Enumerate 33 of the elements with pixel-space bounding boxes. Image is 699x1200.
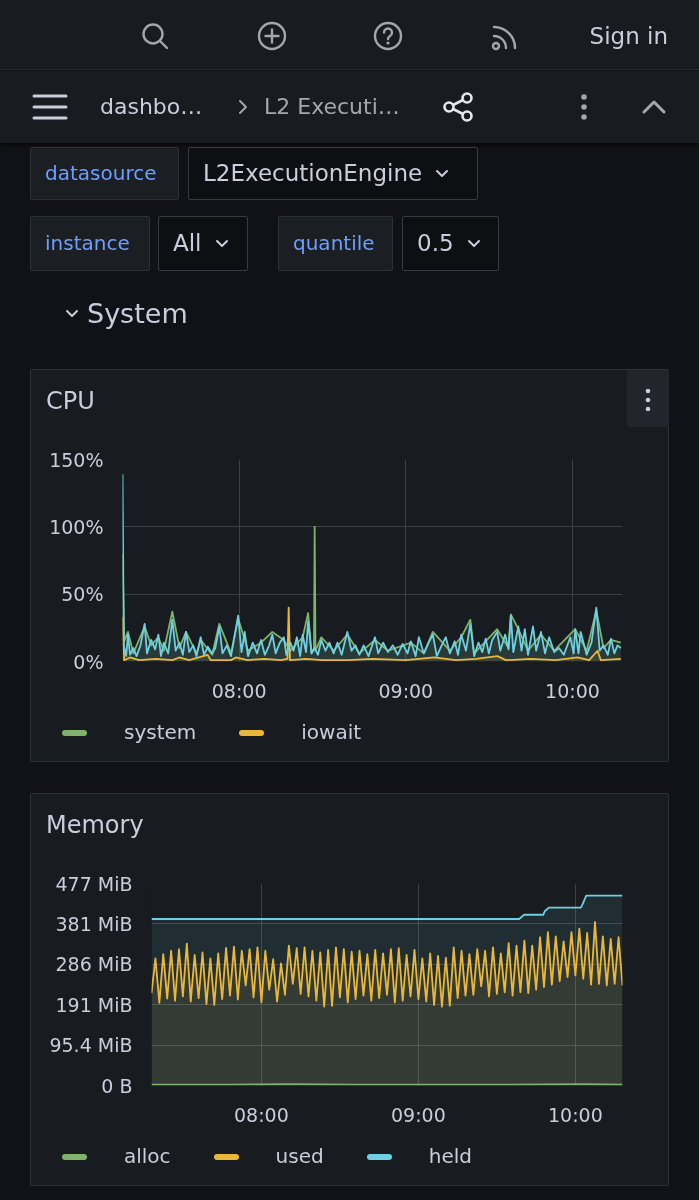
chart-title: Memory <box>46 810 144 841</box>
x-tick-label: 08:00 <box>211 679 267 702</box>
y-tick-label: 381 MiB <box>55 912 133 935</box>
y-tick-label: 477 MiB <box>55 872 133 895</box>
text: L2ExecutionEngine <box>203 159 423 189</box>
text: All <box>173 229 202 259</box>
legend-label: used <box>275 1143 324 1171</box>
y-tick-label: 0 B <box>101 1074 133 1097</box>
y-tick-label: 150% <box>49 448 104 471</box>
y-tick-label: 191 MiB <box>55 993 133 1016</box>
text: instance <box>45 230 130 258</box>
text: datasource <box>45 160 157 188</box>
x-tick-label: 09:00 <box>391 1103 446 1126</box>
text: Sign in <box>589 22 668 51</box>
chart-title: CPU <box>46 386 95 417</box>
text: L2 Executi… <box>264 93 400 121</box>
legend-label: iowait <box>301 719 362 747</box>
x-tick-label: 09:00 <box>378 679 434 702</box>
y-tick-label: 0% <box>73 650 104 673</box>
x-tick-label: 10:00 <box>545 679 600 702</box>
text: quantile <box>293 230 375 258</box>
legend-label: system <box>124 719 197 747</box>
y-tick-label: 50% <box>61 583 104 606</box>
x-tick-label: 10:00 <box>548 1103 603 1126</box>
legend-label: alloc <box>124 1143 171 1171</box>
text: 0.5 <box>417 229 454 259</box>
y-tick-label: 95.4 MiB <box>49 1034 133 1057</box>
text: dashbo… <box>100 93 203 121</box>
legend-label: held <box>428 1143 472 1171</box>
text: System <box>87 297 188 331</box>
y-tick-label: 286 MiB <box>55 953 133 976</box>
y-tick-label: 100% <box>49 515 104 538</box>
x-tick-label: 08:00 <box>234 1103 289 1126</box>
